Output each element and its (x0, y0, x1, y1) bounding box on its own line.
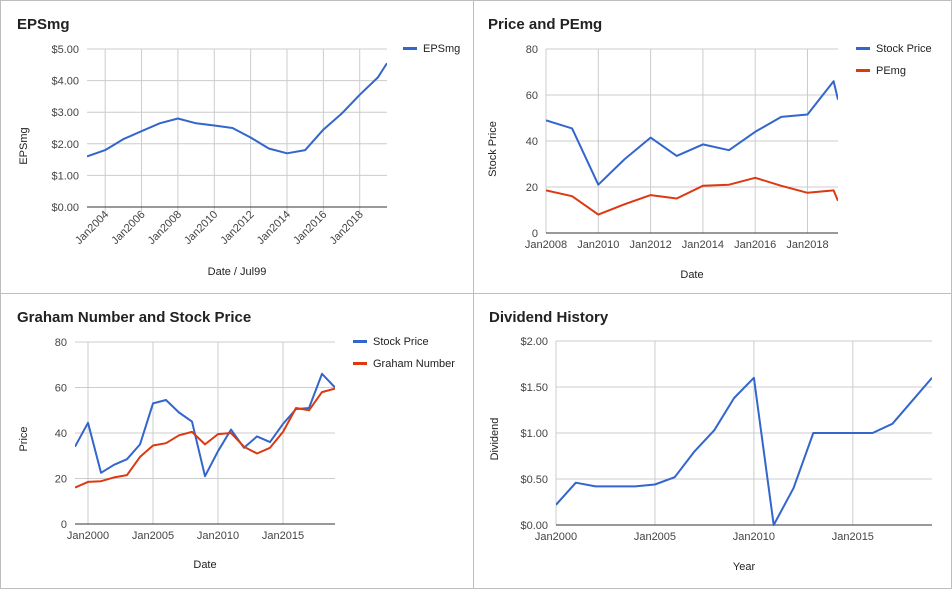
price-pe-x-tick-label: Jan2014 (682, 239, 724, 251)
dividend-y-tick-label: $0.50 (520, 474, 548, 486)
dividend-y-tick-label: $2.00 (520, 336, 548, 348)
dividend-x-tick-label: Jan2010 (733, 531, 775, 543)
price-pe-legend-label-pemg: PEmg (876, 65, 906, 77)
price-pe-y-tick-label: 80 (526, 44, 538, 56)
eps-x-tick-label: Jan2006 (109, 209, 147, 247)
price-pe-series-pemg-line (546, 176, 838, 216)
graham-y-tick-label: 80 (55, 337, 67, 349)
eps-x-axis-label: Date / Jul99 (208, 266, 267, 278)
price-pe-y-axis-label: Stock Price (487, 121, 499, 177)
eps-y-tick-label: $1.00 (51, 170, 79, 182)
graham-svg: Graham Number and Stock Price 0 20 40 60 80 Ja… (17, 309, 455, 571)
eps-x-tick-label: Jan2012 (218, 209, 256, 247)
price-pe-y-tick-label: 60 (526, 90, 538, 102)
graham-chart-title: Graham Number and Stock Price (17, 309, 251, 326)
price-pe-y-tick-label: 0 (532, 228, 538, 240)
eps-x-tick-label: Jan2018 (328, 209, 366, 247)
graham-legend-swatch-stock-price (353, 340, 367, 343)
eps-legend-label-epsmg: EPSmg (423, 43, 460, 55)
price-pe-x-tick-label: Jan2008 (525, 239, 567, 251)
graham-y-tick-label: 60 (55, 383, 67, 395)
dividend-svg: Dividend History $0.00 $0.50 $1.00 $1.50 $2.0… (489, 309, 932, 573)
eps-x-tick-label: Jan2004 (73, 209, 111, 247)
dividend-chart-panel: Dividend History $0.00 $0.50 $1.00 $1.50 $2.0… (473, 293, 952, 589)
eps-y-axis-label: EPSmg (18, 127, 30, 164)
graham-y-tick-label: 40 (55, 428, 67, 440)
graham-x-tick-label: Jan2000 (67, 530, 109, 542)
eps-y-tick-label: $2.00 (51, 139, 79, 151)
graham-y-tick-label: 0 (61, 519, 67, 531)
price-pe-legend-swatch-stock-price (856, 47, 870, 50)
price-pe-x-axis-label: Date (680, 269, 703, 281)
graham-x-axis-label: Date (193, 559, 216, 571)
eps-x-tick-label: Jan2014 (255, 209, 293, 247)
eps-series-epsmg-line (87, 62, 387, 158)
graham-legend-label-stock-price: Stock Price (373, 336, 429, 348)
price-pe-chart-title: Price and PEmg (488, 16, 602, 33)
eps-y-tick-label: $5.00 (51, 44, 79, 56)
dividend-x-axis-label: Year (733, 561, 756, 573)
price-pe-series-stock-price-line (546, 80, 838, 186)
dividend-x-tick-label: Jan2015 (832, 531, 874, 543)
graham-x-tick-label: Jan2005 (132, 530, 174, 542)
eps-chart-title: EPSmg (17, 16, 70, 33)
eps-x-tick-label: Jan2010 (182, 209, 220, 247)
eps-svg: EPSmg $0.00 $1.00 $2.00 $3.00 $4.00 $5.00 Jan20… (17, 16, 460, 278)
graham-legend-label-graham-number: Graham Number (373, 358, 455, 370)
eps-y-tick-label: $3.00 (51, 107, 79, 119)
price-pe-x-tick-label: Jan2018 (786, 239, 828, 251)
dividend-x-tick-label: Jan2000 (535, 531, 577, 543)
dividend-y-tick-label: $0.00 (520, 520, 548, 532)
eps-chart-panel: EPSmg $0.00 $1.00 $2.00 $3.00 $4.00 $5.00 Jan20… (0, 0, 474, 294)
eps-x-tick-label: Jan2016 (291, 209, 329, 247)
eps-y-tick-label: $0.00 (51, 202, 79, 214)
price-pe-svg: Price and PEmg 0 20 40 60 80 Jan2008 Jan2010 Jan… (487, 16, 932, 281)
price-pe-x-tick-label: Jan2010 (577, 239, 619, 251)
dividend-y-tick-label: $1.00 (520, 428, 548, 440)
dividend-series-dividend-line (556, 376, 932, 526)
price-pe-legend-swatch-pemg (856, 69, 870, 72)
eps-legend-swatch-epsmg (403, 47, 417, 50)
graham-chart-panel: Graham Number and Stock Price 0 20 40 60 80 Ja… (0, 293, 474, 589)
graham-y-tick-label: 20 (55, 474, 67, 486)
price-pe-y-tick-label: 20 (526, 182, 538, 194)
graham-y-axis-label: Price (18, 426, 30, 451)
eps-x-tick-label: Jan2008 (146, 209, 184, 247)
price-pe-y-tick-label: 40 (526, 136, 538, 148)
eps-y-tick-label: $4.00 (51, 76, 79, 88)
graham-legend-swatch-graham-number (353, 362, 367, 365)
dividend-x-tick-label: Jan2005 (634, 531, 676, 543)
price-pe-chart-panel: Price and PEmg 0 20 40 60 80 Jan2008 Jan2010 Jan… (473, 0, 952, 294)
price-pe-legend-label-stock-price: Stock Price (876, 43, 932, 55)
graham-x-tick-label: Jan2010 (197, 530, 239, 542)
graham-x-tick-label: Jan2015 (262, 530, 304, 542)
price-pe-x-tick-label: Jan2016 (734, 239, 776, 251)
graham-series-stock-price-line (75, 372, 335, 478)
dividend-y-axis-label: Dividend (489, 418, 501, 461)
dividend-y-tick-label: $1.50 (520, 382, 548, 394)
price-pe-x-tick-label: Jan2012 (629, 239, 671, 251)
dividend-chart-title: Dividend History (489, 309, 609, 326)
